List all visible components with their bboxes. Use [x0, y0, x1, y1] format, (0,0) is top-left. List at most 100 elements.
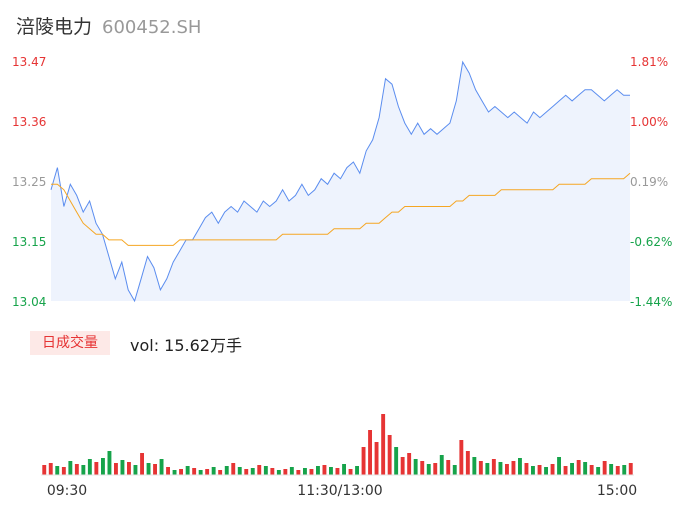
- volume-bar: [609, 464, 614, 475]
- volume-bar: [420, 461, 425, 475]
- volume-bar: [172, 470, 177, 475]
- volume-bar: [361, 447, 366, 475]
- volume-bar: [166, 467, 170, 475]
- volume-bar: [244, 469, 249, 475]
- volume-bar: [205, 469, 210, 475]
- volume-bar: [491, 459, 496, 475]
- volume-bar: [146, 463, 151, 475]
- volume-bar: [101, 458, 105, 475]
- volume-bar: [68, 461, 73, 475]
- volume-bar: [159, 459, 164, 475]
- stock-code: 600452.SH: [102, 17, 202, 38]
- volume-bar: [550, 464, 555, 475]
- volume-readout: vol: 15.62万手: [130, 336, 242, 355]
- time-tick-label: 11:30/13:00: [297, 483, 382, 499]
- volume-bar: [237, 467, 242, 475]
- volume-bar: [439, 455, 444, 475]
- percent-tick-label: 1.81%: [630, 55, 668, 69]
- page-title: 涪陵电力 600452.SH: [16, 12, 201, 39]
- volume-bar: [531, 466, 535, 475]
- volume-bar: [211, 467, 216, 475]
- volume-bar: [628, 463, 633, 475]
- volume-bar: [426, 464, 431, 475]
- volume-bar: [283, 469, 288, 475]
- volume-bar: [133, 465, 138, 475]
- volume-bar: [107, 451, 112, 475]
- volume-bar: [348, 469, 353, 475]
- volume-bar: [400, 457, 405, 475]
- volume-bar: [303, 468, 307, 475]
- volume-bar: [374, 442, 379, 475]
- volume-bar: [153, 464, 157, 475]
- volume-bar: [544, 467, 548, 475]
- volume-bar: [524, 463, 529, 475]
- volume-bar: [289, 467, 294, 475]
- volume-bar: [518, 458, 522, 475]
- volume-bar: [42, 465, 47, 475]
- volume-bar: [557, 457, 561, 475]
- volume-bar: [250, 468, 255, 475]
- volume-bar: [198, 470, 203, 475]
- volume-bar: [48, 463, 53, 475]
- volume-bar: [61, 467, 66, 475]
- volume-bar: [596, 467, 601, 475]
- volume-bar: [381, 414, 386, 475]
- volume-bar: [368, 430, 372, 475]
- volume-bar: [413, 459, 418, 475]
- volume-bar: [257, 465, 262, 475]
- volume-bar: [55, 466, 60, 475]
- volume-bar: [114, 463, 118, 475]
- volume-bar: [583, 462, 588, 475]
- volume-bar: [218, 470, 223, 475]
- volume-bar: [563, 466, 568, 475]
- volume-bar: [485, 463, 490, 475]
- volume-bar: [342, 464, 346, 475]
- price-tick-label: 13.04: [12, 295, 46, 309]
- volume-bar: [576, 460, 581, 475]
- volume-bar: [622, 465, 627, 475]
- percent-tick-label: 0.19%: [630, 175, 668, 189]
- volume-bar: [472, 457, 477, 475]
- volume-bar: [446, 460, 451, 475]
- stock-name: 涪陵电力: [16, 16, 93, 38]
- volume-period-badge[interactable]: 日成交量: [30, 331, 110, 355]
- time-tick-label: 09:30: [47, 483, 87, 499]
- volume-bar: [459, 440, 464, 475]
- volume-bar: [335, 468, 340, 475]
- volume-bar: [185, 466, 190, 475]
- volume-bar: [589, 465, 594, 475]
- volume-bar: [537, 465, 542, 475]
- time-tick-label: 15:00: [597, 483, 637, 499]
- volume-bar: [127, 462, 131, 475]
- volume-bar: [309, 469, 314, 475]
- percent-tick-label: -0.62%: [630, 235, 672, 249]
- volume-bar: [231, 463, 236, 475]
- volume-bar: [192, 468, 197, 475]
- volume-bar: [270, 468, 275, 475]
- volume-bar: [276, 470, 281, 475]
- volume-bar: [478, 461, 483, 475]
- price-line: [50, 60, 630, 303]
- percent-tick-label: -1.44%: [630, 295, 672, 309]
- volume-bar: [407, 453, 412, 475]
- volume-bar: [329, 467, 333, 475]
- volume-bar: [465, 451, 470, 475]
- volume-bar: [452, 465, 457, 475]
- volume-bar: [296, 470, 301, 475]
- volume-bar: [433, 463, 438, 475]
- volume-bar: [316, 466, 320, 475]
- volume-bar: [394, 447, 399, 475]
- price-tick-label: 13.15: [12, 235, 46, 249]
- volume-bar: [511, 461, 516, 475]
- percent-tick-label: 1.00%: [630, 115, 668, 129]
- volume-bar: [602, 461, 607, 475]
- volume-bar: [498, 462, 503, 475]
- volume-bar: [505, 464, 509, 475]
- volume-bar: [140, 453, 144, 475]
- avg-price-line: [51, 172, 631, 246]
- volume-bar: [387, 435, 392, 475]
- volume-bar: [87, 459, 92, 475]
- volume-bar: [74, 464, 79, 475]
- price-tick-label: 13.47: [12, 55, 46, 69]
